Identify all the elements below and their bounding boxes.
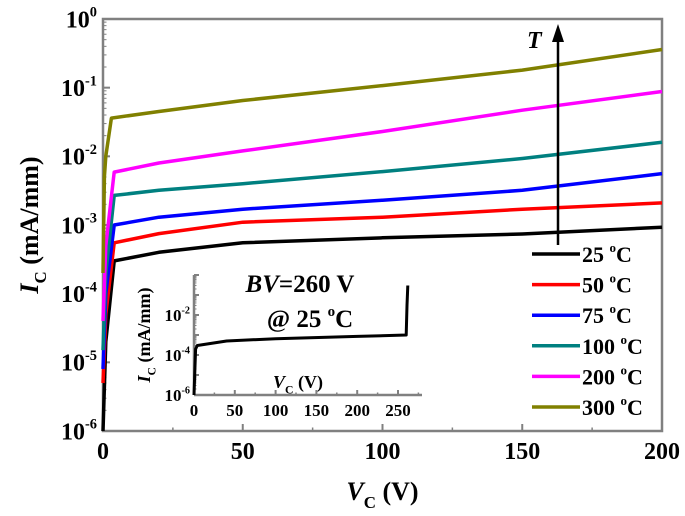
x-tick-label: 150 xyxy=(504,439,540,465)
legend-item-25: 25 oC xyxy=(532,240,632,267)
x-tick-label: 50 xyxy=(231,439,255,465)
series-line-300 xyxy=(101,47,663,274)
x-tick-label: 100 xyxy=(365,439,401,465)
x-tick-label: 200 xyxy=(644,439,680,465)
series-line-200 xyxy=(101,89,663,322)
y-tick-label: 10-5 xyxy=(61,348,97,377)
y-tick-label: 10-2 xyxy=(165,305,191,325)
series-line-100 xyxy=(101,140,663,351)
legend-label: 200 oC xyxy=(582,362,643,389)
y-axis-label: IC (mA/mm) xyxy=(15,156,50,294)
plot-frame xyxy=(101,17,664,433)
x-tick-label: 0 xyxy=(190,401,199,420)
inset-temperature-label: @ 25 oC xyxy=(267,304,353,333)
legend-item-50: 50 oC xyxy=(532,271,632,298)
y-tick-label: 10-6 xyxy=(61,417,97,446)
legend-label: 100 oC xyxy=(582,332,643,359)
legend: 25 oC 50 oC 75 oC 100 oC 200 oC 300 oC xyxy=(532,240,643,420)
series-line-inset xyxy=(192,285,410,396)
inset-breakdown-label: BV=260 V xyxy=(245,271,355,298)
legend-item-300: 300 oC xyxy=(532,393,643,420)
legend-label: 50 oC xyxy=(582,271,632,298)
legend-label: 25 oC xyxy=(582,240,632,267)
y-tick-label: 100 xyxy=(66,5,97,34)
y-axis-label: IC (mA/mm) xyxy=(134,288,158,384)
series-line-25 xyxy=(101,225,663,432)
x-tick-label: 100 xyxy=(263,401,289,420)
arrow-label: T xyxy=(527,28,543,54)
legend-label: 300 oC xyxy=(582,393,643,420)
y-tick-label: 10-4 xyxy=(165,345,191,365)
main-series xyxy=(101,47,663,432)
x-tick-label: 200 xyxy=(344,401,370,420)
x-axis-label: VC (V) xyxy=(273,372,323,396)
x-tick-label: 0 xyxy=(97,439,109,465)
legend-item-75: 75 oC xyxy=(532,301,632,328)
main-axes: 0 50 100 150 200 10-6 10-5 10-4 10-3 10-2 10-1 100 V… xyxy=(15,5,680,512)
legend-item-100: 100 oC xyxy=(532,332,643,359)
legend-label: 75 oC xyxy=(582,301,632,328)
y-tick-label: 10-4 xyxy=(61,279,97,308)
x-tick-label: 250 xyxy=(385,401,411,420)
x-axis-label: VC (V) xyxy=(346,477,418,512)
temperature-arrow: T xyxy=(527,24,564,245)
y-tick-label: 10-1 xyxy=(61,73,97,102)
series-line-75 xyxy=(101,171,663,370)
y-tick-label: 10-6 xyxy=(165,385,191,405)
legend-item-200: 200 oC xyxy=(532,362,643,389)
x-tick-label: 50 xyxy=(226,401,243,420)
y-tick-label: 10-3 xyxy=(61,211,97,240)
arrow-head-icon xyxy=(552,24,564,42)
inset-chart: 0 50 100 150 200 250 10-6 10-4 10-2 VC (V) IC (mA/… xyxy=(134,271,422,420)
x-tick-label: 150 xyxy=(304,401,330,420)
y-tick-label: 10-2 xyxy=(61,142,97,171)
